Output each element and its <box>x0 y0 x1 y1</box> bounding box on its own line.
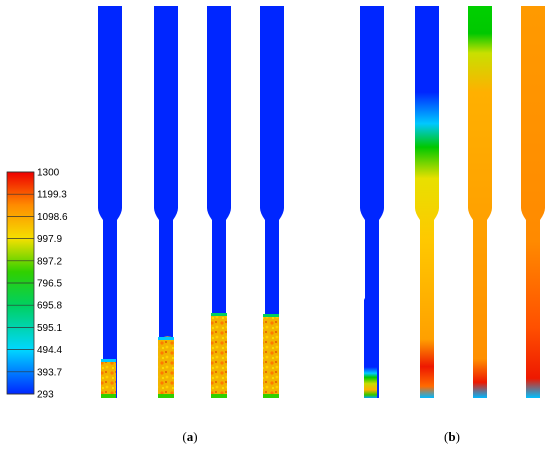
panel-a <box>98 6 284 398</box>
color-bar-tick-label: 695.8 <box>37 301 62 312</box>
fill-region <box>101 359 116 398</box>
column-a3 <box>207 6 231 398</box>
color-bar-tick-label: 293 <box>37 390 54 401</box>
color-bar-tick-label: 897.2 <box>37 256 62 267</box>
color-bar-tick-label: 595.1 <box>37 323 62 334</box>
color-legend: 1300 1199.3 1098.6 997.9 897.2 796.5 695.8 595.… <box>6 168 68 401</box>
color-bar-ticks: 1300 1199.3 1098.6 997.9 897.2 796.5 695.8 595.… <box>7 168 68 401</box>
color-bar-tick-label: 1199.3 <box>37 190 67 201</box>
color-bar-tick-label: 393.7 <box>37 367 62 378</box>
column-b4 <box>521 6 545 398</box>
color-bar-tick-label: 1300 <box>37 168 60 179</box>
column-b2 <box>415 6 439 398</box>
caption-b: (b) <box>444 429 460 444</box>
caption-a: (a) <box>182 429 197 444</box>
color-bar-tick-label: 997.9 <box>37 234 62 245</box>
color-bar-tick-label: 796.5 <box>37 279 62 290</box>
color-bar-tick-label: 494.4 <box>37 345 62 356</box>
column-a2 <box>154 6 178 398</box>
column-b3 <box>468 6 492 398</box>
column-b1 <box>360 6 384 398</box>
panel-b <box>360 6 545 398</box>
color-bar-tick-label: 1098.6 <box>37 212 68 223</box>
column-a1 <box>98 6 122 398</box>
column-a4 <box>260 6 284 398</box>
